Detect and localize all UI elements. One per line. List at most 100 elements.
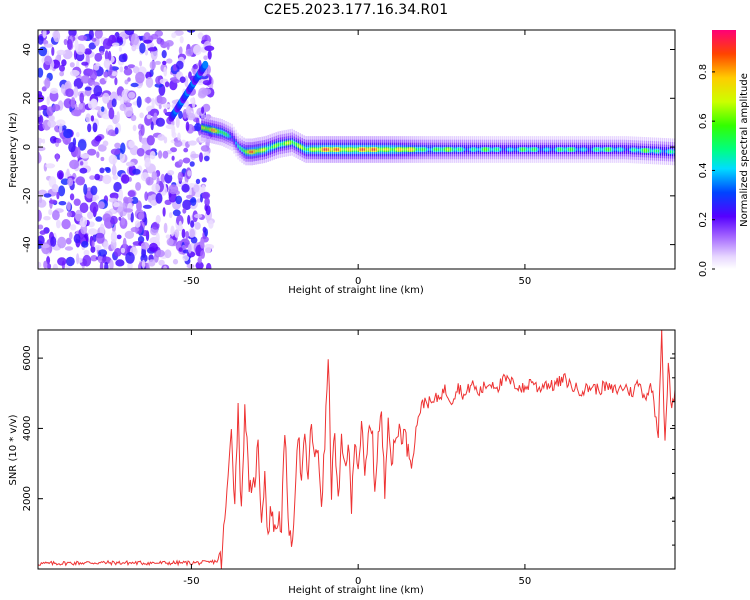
trace-cell <box>417 148 419 151</box>
trace-cell <box>399 148 401 151</box>
trace-cell <box>461 148 463 151</box>
trace-cell <box>519 148 521 151</box>
noise-blob <box>127 64 136 69</box>
trace-cell <box>339 148 341 151</box>
noise-blob <box>42 30 47 39</box>
trace-cell <box>325 148 327 151</box>
noise-blob <box>39 230 46 235</box>
noise-blob <box>119 103 127 111</box>
trace-cell <box>351 148 353 151</box>
noise-blob <box>116 36 123 43</box>
noise-blob <box>95 232 105 244</box>
noise-blob <box>187 170 192 177</box>
noise-blob <box>127 190 136 197</box>
noise-blob <box>163 136 168 144</box>
noise-blob <box>104 50 109 61</box>
trace-cell <box>467 148 469 151</box>
snr-panel: -50 0 50 2000 4000 6000 Height of straight li… <box>8 329 676 596</box>
noise-blob <box>48 114 55 122</box>
noise-blob <box>136 96 142 108</box>
trace-cell <box>641 149 643 152</box>
noise-blob <box>204 45 215 52</box>
noise-blob <box>69 232 73 240</box>
noise-blob <box>146 114 152 120</box>
noise-blob <box>76 253 80 265</box>
trace-cell <box>443 148 445 151</box>
trace-cell <box>593 148 595 151</box>
noise-blob <box>178 247 183 252</box>
noise-blob <box>155 192 163 204</box>
noise-blob <box>193 213 203 219</box>
noise-blob <box>167 170 175 176</box>
trace-cell <box>221 131 223 134</box>
trace-cell <box>207 127 209 131</box>
noise-blob <box>176 60 184 70</box>
noise-blob <box>41 243 50 249</box>
noise-blob <box>185 48 194 57</box>
trace-cell <box>633 148 635 152</box>
noise-blob <box>63 38 68 46</box>
noise-blob <box>103 58 111 69</box>
noise-blob <box>78 103 83 110</box>
noise-blob <box>66 168 70 178</box>
trace-cell <box>369 148 371 151</box>
trace-cell <box>345 148 347 151</box>
trace-cell <box>401 148 403 151</box>
x-tick-label: -50 <box>183 576 199 587</box>
trace-cell <box>459 148 461 151</box>
noise-blob <box>178 110 183 119</box>
noise-blob <box>162 150 169 159</box>
noise-blob <box>108 107 115 120</box>
noise-blob <box>204 243 212 254</box>
trace-cell <box>249 150 251 154</box>
noise-blob <box>203 55 208 60</box>
noise-blob <box>48 209 53 216</box>
noise-blob <box>107 129 116 136</box>
noise-blob <box>201 184 206 194</box>
noise-blob <box>110 231 118 243</box>
trace-cell <box>473 148 475 151</box>
noise-blob <box>144 97 152 104</box>
noise-blob <box>80 75 91 84</box>
noise-blob <box>38 46 48 57</box>
trace-cell <box>201 126 203 129</box>
noise-blob <box>80 224 88 235</box>
trace-cell <box>657 149 659 153</box>
x-tick-label: 50 <box>519 576 532 587</box>
noise-blob <box>38 106 43 111</box>
noise-blob <box>56 49 66 56</box>
noise-blob <box>83 183 88 196</box>
trace-cell <box>549 148 551 151</box>
noise-blob <box>61 219 71 230</box>
noise-blob <box>110 148 121 155</box>
trace-cell <box>313 148 315 151</box>
noise-blob <box>114 77 118 86</box>
trace-cell <box>411 148 413 151</box>
x-tick-label: 50 <box>519 276 532 287</box>
trace-cell <box>273 145 275 148</box>
noise-blob <box>175 195 183 205</box>
noise-blob <box>91 98 98 109</box>
trace-cell <box>667 150 669 153</box>
noise-blob <box>155 232 160 243</box>
noise-blob <box>39 195 43 204</box>
noise-blob <box>164 249 172 259</box>
noise-blob <box>150 33 159 40</box>
trace-cell <box>505 148 507 151</box>
noise-blob <box>75 146 81 159</box>
noise-blob <box>80 161 84 166</box>
noise-blob <box>98 201 105 210</box>
noise-blob <box>114 247 122 257</box>
noise-blob <box>90 246 96 253</box>
noise-blob <box>145 176 154 186</box>
noise-blob <box>151 171 158 181</box>
trace-cell <box>617 148 619 151</box>
noise-blob <box>134 220 141 228</box>
noise-blob <box>189 161 195 167</box>
noise-blob <box>156 176 160 185</box>
trace-cell <box>269 146 271 149</box>
trace-cell <box>673 150 675 154</box>
trace-cell <box>331 148 333 151</box>
noise-blob <box>93 64 100 71</box>
